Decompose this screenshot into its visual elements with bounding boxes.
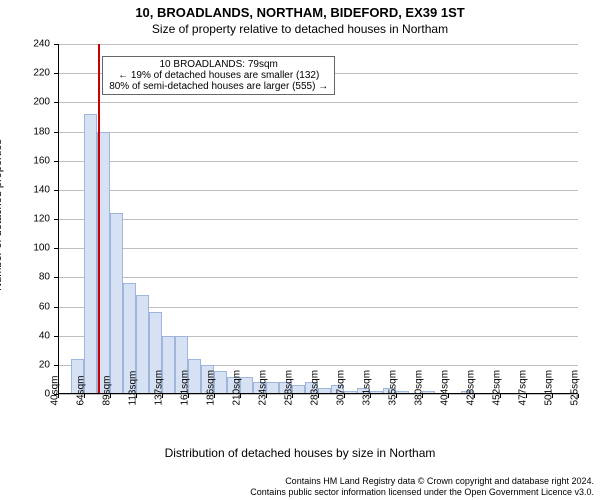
x-tick-mark <box>162 394 163 398</box>
x-tick-mark <box>344 394 345 398</box>
x-tick-mark <box>292 394 293 398</box>
x-tick-mark <box>396 394 397 398</box>
bar <box>110 213 123 394</box>
y-tick-mark <box>54 44 58 45</box>
gridline <box>58 219 578 220</box>
x-tick-mark <box>526 394 527 398</box>
footer-attribution: Contains HM Land Registry data © Crown c… <box>250 476 594 499</box>
y-tick-label: 80 <box>20 272 50 283</box>
y-tick-label: 100 <box>20 243 50 254</box>
y-tick-label: 0 <box>20 389 50 400</box>
y-tick-mark <box>54 248 58 249</box>
y-tick-mark <box>54 73 58 74</box>
gridline <box>58 102 578 103</box>
x-tick-mark <box>136 394 137 398</box>
footer-line-1: Contains HM Land Registry data © Crown c… <box>250 476 594 487</box>
x-tick-mark <box>84 394 85 398</box>
x-tick-mark <box>474 394 475 398</box>
y-tick-label: 40 <box>20 330 50 341</box>
page-subtitle: Size of property relative to detached ho… <box>0 22 600 36</box>
y-tick-label: 160 <box>20 155 50 166</box>
annotation-line: 80% of semi-detached houses are larger (… <box>109 81 328 92</box>
y-tick-label: 220 <box>20 68 50 79</box>
x-tick-mark <box>578 394 579 398</box>
x-tick-mark <box>552 394 553 398</box>
annotation-box: 10 BROADLANDS: 79sqm← 19% of detached ho… <box>102 56 335 95</box>
y-tick-mark <box>54 161 58 162</box>
page-title: 10, BROADLANDS, NORTHAM, BIDEFORD, EX39 … <box>0 5 600 20</box>
bar <box>84 114 97 394</box>
y-tick-label: 20 <box>20 359 50 370</box>
x-tick-mark <box>240 394 241 398</box>
y-tick-label: 120 <box>20 214 50 225</box>
x-tick-mark <box>110 394 111 398</box>
gridline <box>58 44 578 45</box>
x-tick-mark <box>214 394 215 398</box>
y-tick-mark <box>54 102 58 103</box>
y-tick-label: 240 <box>20 39 50 50</box>
reference-line <box>98 44 100 394</box>
y-axis-label: Number of detached properties <box>0 115 4 315</box>
y-tick-label: 180 <box>20 126 50 137</box>
x-tick-mark <box>422 394 423 398</box>
x-tick-mark <box>448 394 449 398</box>
y-tick-mark <box>54 190 58 191</box>
y-tick-label: 60 <box>20 301 50 312</box>
y-tick-mark <box>54 365 58 366</box>
annotation-line: 10 BROADLANDS: 79sqm <box>109 59 328 70</box>
y-tick-mark <box>54 219 58 220</box>
gridline <box>58 248 578 249</box>
gridline <box>58 277 578 278</box>
x-tick-mark <box>500 394 501 398</box>
x-tick-mark <box>318 394 319 398</box>
y-axis-line <box>58 44 59 394</box>
x-tick-mark <box>188 394 189 398</box>
y-tick-label: 200 <box>20 97 50 108</box>
y-tick-mark <box>54 132 58 133</box>
x-tick-mark <box>266 394 267 398</box>
x-axis-label: Distribution of detached houses by size … <box>0 446 600 460</box>
chart-plot-area: 10 BROADLANDS: 79sqm← 19% of detached ho… <box>58 44 578 394</box>
gridline <box>58 161 578 162</box>
annotation-line: ← 19% of detached houses are smaller (13… <box>109 70 328 81</box>
y-tick-mark <box>54 277 58 278</box>
gridline <box>58 190 578 191</box>
gridline <box>58 132 578 133</box>
y-tick-mark <box>54 307 58 308</box>
y-tick-mark <box>54 336 58 337</box>
footer-line-2: Contains public sector information licen… <box>250 487 594 498</box>
x-tick-mark <box>370 394 371 398</box>
y-tick-label: 140 <box>20 184 50 195</box>
x-tick-mark <box>58 394 59 398</box>
